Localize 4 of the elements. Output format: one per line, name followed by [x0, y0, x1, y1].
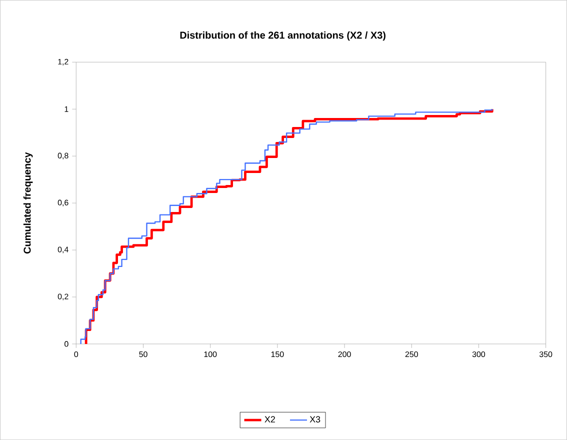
chart-title: Distribution of the 261 annotations (X2 / X3) [180, 31, 386, 41]
y-axis-title: Cumulated frequency [23, 152, 33, 254]
legend-label: X3 [310, 416, 320, 422]
legend-label: X2 [264, 416, 275, 422]
